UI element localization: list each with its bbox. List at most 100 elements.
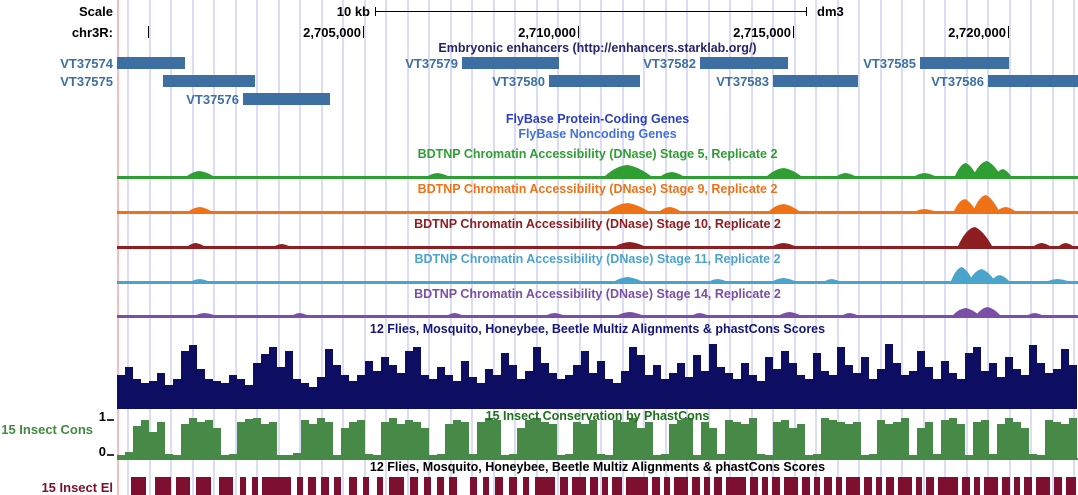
insect-element-block[interactable]: [864, 477, 872, 495]
enhancer-label-VT37576[interactable]: VT37576: [186, 92, 239, 107]
enhancer-box-VT37585[interactable]: [920, 57, 1009, 69]
phastcons-track-title[interactable]: 15 Insect Conservation by PhastCons: [485, 409, 710, 423]
insect-element-block[interactable]: [692, 477, 700, 495]
dnase-signal-stage5[interactable]: [117, 156, 1078, 179]
insect-element-block[interactable]: [714, 477, 722, 495]
insect-element-block[interactable]: [308, 477, 316, 495]
insect-element-block[interactable]: [916, 477, 922, 495]
insect-element-block[interactable]: [535, 477, 555, 495]
phastcons-histogram[interactable]: [117, 417, 1078, 458]
enhancer-box-VT37579[interactable]: [462, 57, 559, 69]
insect-element-block[interactable]: [389, 477, 404, 495]
insect-element-block[interactable]: [1024, 477, 1032, 495]
insect-element-block[interactable]: [572, 477, 586, 495]
enhancer-label-VT37586[interactable]: VT37586: [931, 74, 984, 89]
insect-element-block[interactable]: [363, 477, 369, 495]
flybase-noncoding-title[interactable]: FlyBase Noncoding Genes: [518, 127, 677, 141]
enhancer-box-VT37575[interactable]: [163, 75, 255, 87]
insect-element-block[interactable]: [297, 477, 303, 495]
insect-element-block[interactable]: [814, 477, 820, 495]
insect-element-block[interactable]: [802, 477, 810, 495]
insect-element-block[interactable]: [704, 477, 710, 495]
insect-element-block[interactable]: [984, 477, 998, 495]
enhancer-label-VT37580[interactable]: VT37580: [492, 74, 545, 89]
insect-element-block[interactable]: [1014, 477, 1020, 495]
dnase-title-stage9[interactable]: BDTNP Chromatin Accessibility (DNase) St…: [417, 182, 778, 196]
insect-element-block[interactable]: [750, 477, 758, 495]
enhancer-box-VT37586[interactable]: [988, 75, 1078, 87]
insect-element-block[interactable]: [664, 477, 670, 495]
insect-element-block[interactable]: [626, 477, 648, 495]
insect-element-block[interactable]: [1066, 477, 1076, 495]
enhancer-label-VT37579[interactable]: VT37579: [405, 56, 458, 71]
insect-element-block[interactable]: [349, 477, 357, 495]
dnase-signal-stage14[interactable]: [117, 295, 1078, 318]
insect-element-block[interactable]: [483, 477, 489, 495]
insect-element-block[interactable]: [674, 477, 688, 495]
insect-element-block[interactable]: [176, 477, 190, 495]
enhancer-label-VT37575[interactable]: VT37575: [60, 74, 113, 89]
insect-element-block[interactable]: [886, 477, 894, 495]
dnase-title-stage10[interactable]: BDTNP Chromatin Accessibility (DNase) St…: [414, 217, 781, 231]
multiz-track-title[interactable]: 12 Flies, Mosquito, Honeybee, Beetle Mul…: [369, 322, 826, 336]
phastcons-left-label[interactable]: 15 Insect Cons: [1, 422, 93, 437]
insect-element-block[interactable]: [262, 477, 291, 495]
insect-element-block[interactable]: [1054, 477, 1062, 495]
insect-element-block[interactable]: [652, 477, 660, 495]
insect-element-block[interactable]: [762, 477, 768, 495]
insect-element-block[interactable]: [495, 477, 503, 495]
insect-element-block[interactable]: [321, 477, 329, 495]
insect-element-block[interactable]: [449, 477, 457, 495]
insect-element-block[interactable]: [424, 477, 431, 495]
insect-element-block[interactable]: [1002, 477, 1010, 495]
insect-element-block[interactable]: [155, 477, 171, 495]
dnase-title-stage14[interactable]: BDTNP Chromatin Accessibility (DNase) St…: [414, 287, 781, 301]
insect-element-block[interactable]: [846, 477, 860, 495]
insect-element-block[interactable]: [377, 477, 383, 495]
insect-element-block[interactable]: [612, 477, 622, 495]
insect-element-block[interactable]: [926, 477, 934, 495]
insect-element-block[interactable]: [938, 477, 958, 495]
insect-element-block[interactable]: [560, 477, 568, 495]
insect-element-block[interactable]: [410, 477, 418, 495]
dnase-title-stage5[interactable]: BDTNP Chromatin Accessibility (DNase) St…: [417, 147, 778, 161]
dnase-signal-stage9[interactable]: [117, 191, 1078, 214]
insect-element-block[interactable]: [772, 477, 780, 495]
insect-element-block[interactable]: [470, 477, 477, 495]
insect-element-block[interactable]: [196, 477, 211, 495]
enhancer-box-VT37583[interactable]: [773, 75, 858, 87]
enhancer-box-VT37580[interactable]: [549, 75, 640, 87]
insect-element-block[interactable]: [876, 477, 882, 495]
flybase-coding-title[interactable]: FlyBase Protein-Coding Genes: [505, 112, 690, 126]
insect-element-block[interactable]: [602, 477, 608, 495]
enhancer-box-VT37576[interactable]: [243, 93, 330, 105]
enhancer-label-VT37582[interactable]: VT37582: [643, 56, 696, 71]
insect-element-block[interactable]: [726, 477, 746, 495]
enhancer-track-title[interactable]: Embryonic enhancers (http://enhancers.st…: [438, 41, 757, 55]
enhancer-box-VT37582[interactable]: [700, 57, 788, 69]
dnase-signal-stage11[interactable]: [117, 261, 1078, 284]
insect-element-block[interactable]: [590, 477, 598, 495]
insect-element-block[interactable]: [219, 477, 233, 495]
insect-element-block[interactable]: [240, 477, 246, 495]
dnase-title-stage11[interactable]: BDTNP Chromatin Accessibility (DNase) St…: [414, 252, 781, 266]
insect-element-block[interactable]: [836, 477, 842, 495]
insect-element-block[interactable]: [1036, 477, 1050, 495]
insect-element-block[interactable]: [437, 477, 444, 495]
multiz-histogram[interactable]: [117, 341, 1078, 409]
insect-element-block[interactable]: [962, 477, 970, 495]
enhancer-box-VT37574[interactable]: [117, 57, 185, 69]
insect-element-block[interactable]: [824, 477, 832, 495]
insect-element-block[interactable]: [784, 477, 798, 495]
insect-element-block[interactable]: [334, 477, 341, 495]
insect-element-block[interactable]: [974, 477, 980, 495]
insect-element-block[interactable]: [252, 477, 258, 495]
enhancer-label-VT37585[interactable]: VT37585: [863, 56, 916, 71]
insect-element-block[interactable]: [523, 477, 529, 495]
insect-element-block[interactable]: [509, 477, 517, 495]
enhancer-label-VT37583[interactable]: VT37583: [716, 74, 769, 89]
multiz-scores-title[interactable]: 12 Flies, Mosquito, Honeybee, Beetle Mul…: [369, 460, 826, 474]
insect-element-block[interactable]: [898, 477, 912, 495]
enhancer-label-VT37574[interactable]: VT37574: [60, 56, 113, 71]
